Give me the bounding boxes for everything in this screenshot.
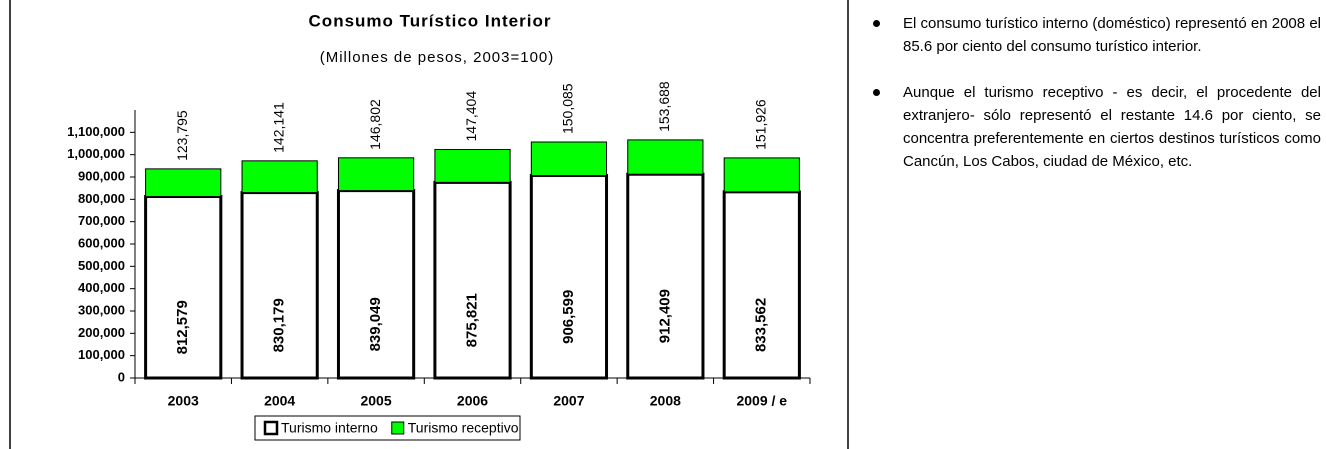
chart-title: Consumo Turístico Interior	[309, 11, 552, 30]
legend-swatch	[263, 420, 279, 436]
y-tick-label: 800,000	[78, 191, 125, 206]
legend-label: Turismo receptivo	[408, 420, 519, 436]
y-tick-label: 500,000	[78, 258, 125, 273]
data-label: 875,821	[463, 293, 480, 347]
data-label: 812,579	[174, 300, 191, 354]
data-label: 142,141	[270, 102, 286, 153]
bar-segment	[337, 157, 415, 192]
bar-segment	[144, 195, 223, 380]
legend	[254, 415, 521, 441]
data-label: 147,404	[463, 91, 479, 142]
bar-segment	[626, 172, 705, 380]
y-tick-label: 1,000,000	[67, 146, 125, 161]
data-label: 912,409	[656, 289, 673, 343]
bar-segment	[433, 180, 512, 380]
y-tick-label: 400,000	[78, 280, 125, 295]
legend-label: Turismo interno	[281, 420, 378, 436]
y-tick-label: 900,000	[78, 168, 125, 183]
data-label: 833,562	[753, 298, 770, 352]
data-label: 150,085	[560, 83, 576, 134]
y-tick-label: 700,000	[78, 213, 125, 228]
legend-swatch	[391, 421, 405, 435]
y-tick-label: 0	[118, 369, 125, 384]
y-tick-label: 1,100,000	[67, 124, 125, 139]
x-tick-label: 2008	[650, 393, 681, 409]
bar-segment	[530, 141, 608, 177]
x-tick-label: 2007	[553, 393, 584, 409]
bar-segment	[241, 160, 318, 194]
chart: Consumo Turístico Interior (Millones de …	[9, 0, 849, 449]
data-label: 123,795	[174, 110, 190, 161]
y-tick-label: 600,000	[78, 235, 125, 250]
y-tick-label: 300,000	[78, 302, 125, 317]
data-label: 906,599	[560, 290, 577, 344]
data-label: 839,049	[367, 297, 384, 351]
x-tick-label: 2003	[168, 393, 199, 409]
x-tick-label: 2004	[264, 393, 295, 409]
bar-segment	[529, 174, 609, 380]
bullet: Aunque el turismo receptivo - es decir, …	[873, 81, 1321, 173]
bullet: El consumo turístico interno (doméstico)…	[873, 12, 1321, 58]
notes: El consumo turístico interno (doméstico)…	[873, 12, 1321, 196]
x-tick-label: 2009 / e	[736, 393, 787, 409]
bar-segment	[434, 148, 511, 183]
data-label: 153,688	[656, 81, 672, 132]
data-label: 146,802	[367, 99, 383, 150]
y-tick-label: 100,000	[78, 347, 125, 362]
data-label: 830,179	[271, 298, 288, 352]
chart-subtitle: (Millones de pesos, 2003=100)	[320, 49, 555, 66]
y-tick-label: 200,000	[78, 325, 125, 340]
bar-segment	[723, 157, 800, 193]
x-tick-label: 2005	[360, 393, 391, 409]
data-label: 151,926	[752, 99, 768, 150]
bar-segment	[145, 168, 222, 198]
bar-segment	[627, 139, 704, 175]
x-tick-label: 2006	[457, 393, 488, 409]
